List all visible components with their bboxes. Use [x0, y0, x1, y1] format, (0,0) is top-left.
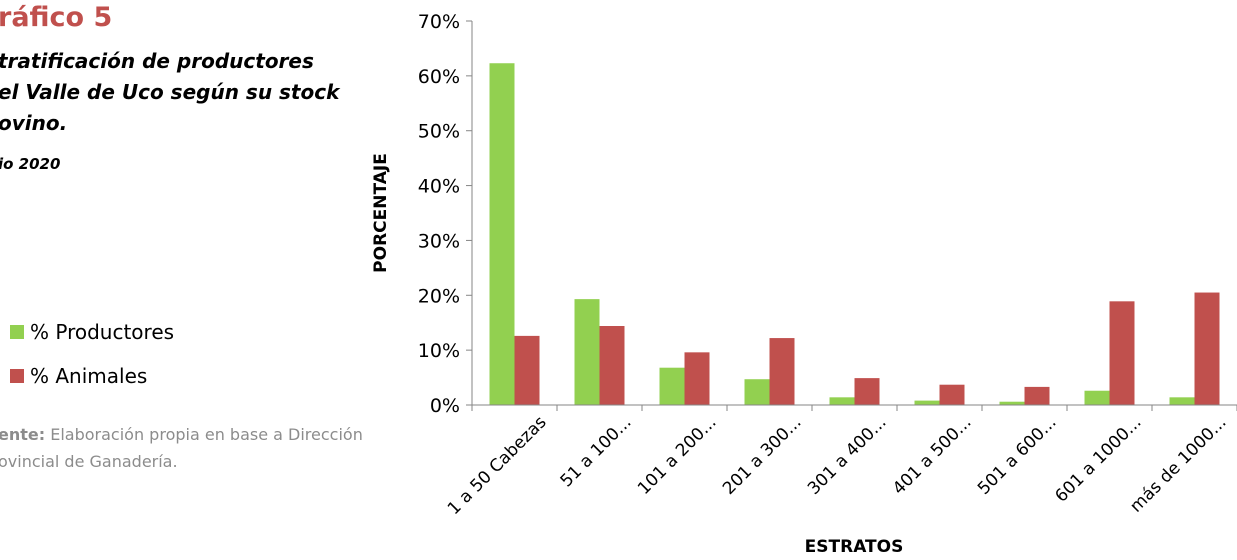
x-tick-label: 51 a 100...: [557, 412, 636, 491]
subtitle-line-2: el Valle de Uco según su stock: [0, 80, 340, 104]
y-tick-label: 0%: [430, 395, 460, 417]
bar-productores: [744, 379, 770, 405]
source-text-line-1: Elaboración propia en base a Dirección: [50, 425, 363, 444]
bar-animales: [684, 352, 710, 405]
bar-animales: [1194, 292, 1220, 405]
source-note: ente: Elaboración propia en base a Direc…: [0, 421, 458, 475]
y-tick-label: 10%: [418, 340, 460, 362]
bar-animales: [854, 378, 880, 405]
legend-swatch-animales: [10, 368, 24, 383]
y-axis-label: PORCENTAJE: [371, 153, 391, 273]
bar-animales: [514, 335, 540, 405]
legend-item-animales: % Animales: [10, 362, 174, 389]
x-tick-label: 501 a 600...: [974, 412, 1061, 499]
bar-productores: [1084, 390, 1110, 405]
bar-animales: [1109, 301, 1135, 405]
subtitle-line-3: ovino.: [0, 111, 68, 135]
y-tick-label: 60%: [418, 66, 460, 88]
x-tick-label: 601 a 1000...: [1051, 412, 1145, 506]
y-tick-label: 70%: [418, 11, 460, 33]
legend-item-productores: % Productores: [10, 318, 174, 345]
y-tick-label: 20%: [418, 285, 460, 307]
bar-productores: [914, 400, 940, 405]
x-tick-label: 401 a 500...: [889, 412, 976, 499]
bar-animales: [769, 338, 795, 405]
source-label: ente:: [0, 425, 46, 444]
x-tick-label: 301 a 400...: [804, 412, 891, 499]
x-tick-label: 201 a 300...: [719, 412, 806, 499]
y-tick-label: 30%: [418, 230, 460, 252]
x-tick-label: 1 a 50 Cabezas: [444, 412, 551, 519]
x-axis-label: ESTRATOS: [805, 537, 904, 557]
chart-subtitle: tratificación de productores el Valle de…: [0, 46, 358, 139]
chart-legend: % Productores % Animales: [10, 318, 174, 406]
bar-productores: [574, 299, 600, 405]
legend-swatch-productores: [10, 324, 24, 339]
bar-animales: [1024, 386, 1050, 405]
bar-productores: [489, 63, 515, 406]
legend-label-animales: % Animales: [30, 363, 148, 388]
subtitle-line-1: tratificación de productores: [0, 49, 314, 73]
bar-animales: [939, 384, 965, 405]
bar-productores: [829, 397, 855, 405]
bar-animales: [599, 326, 625, 405]
y-tick-label: 40%: [418, 176, 460, 198]
y-tick-label: 50%: [418, 121, 460, 143]
bar-productores: [999, 401, 1025, 405]
bar-productores: [659, 367, 685, 405]
source-text-line-2: ovincial de Ganadería.: [0, 452, 178, 471]
x-tick-label: 101 a 200...: [634, 412, 721, 499]
chart-year: io 2020: [0, 155, 61, 173]
bar-productores: [1169, 397, 1195, 405]
legend-label-productores: % Productores: [30, 319, 175, 344]
chart-title: ráfico 5: [0, 2, 113, 33]
